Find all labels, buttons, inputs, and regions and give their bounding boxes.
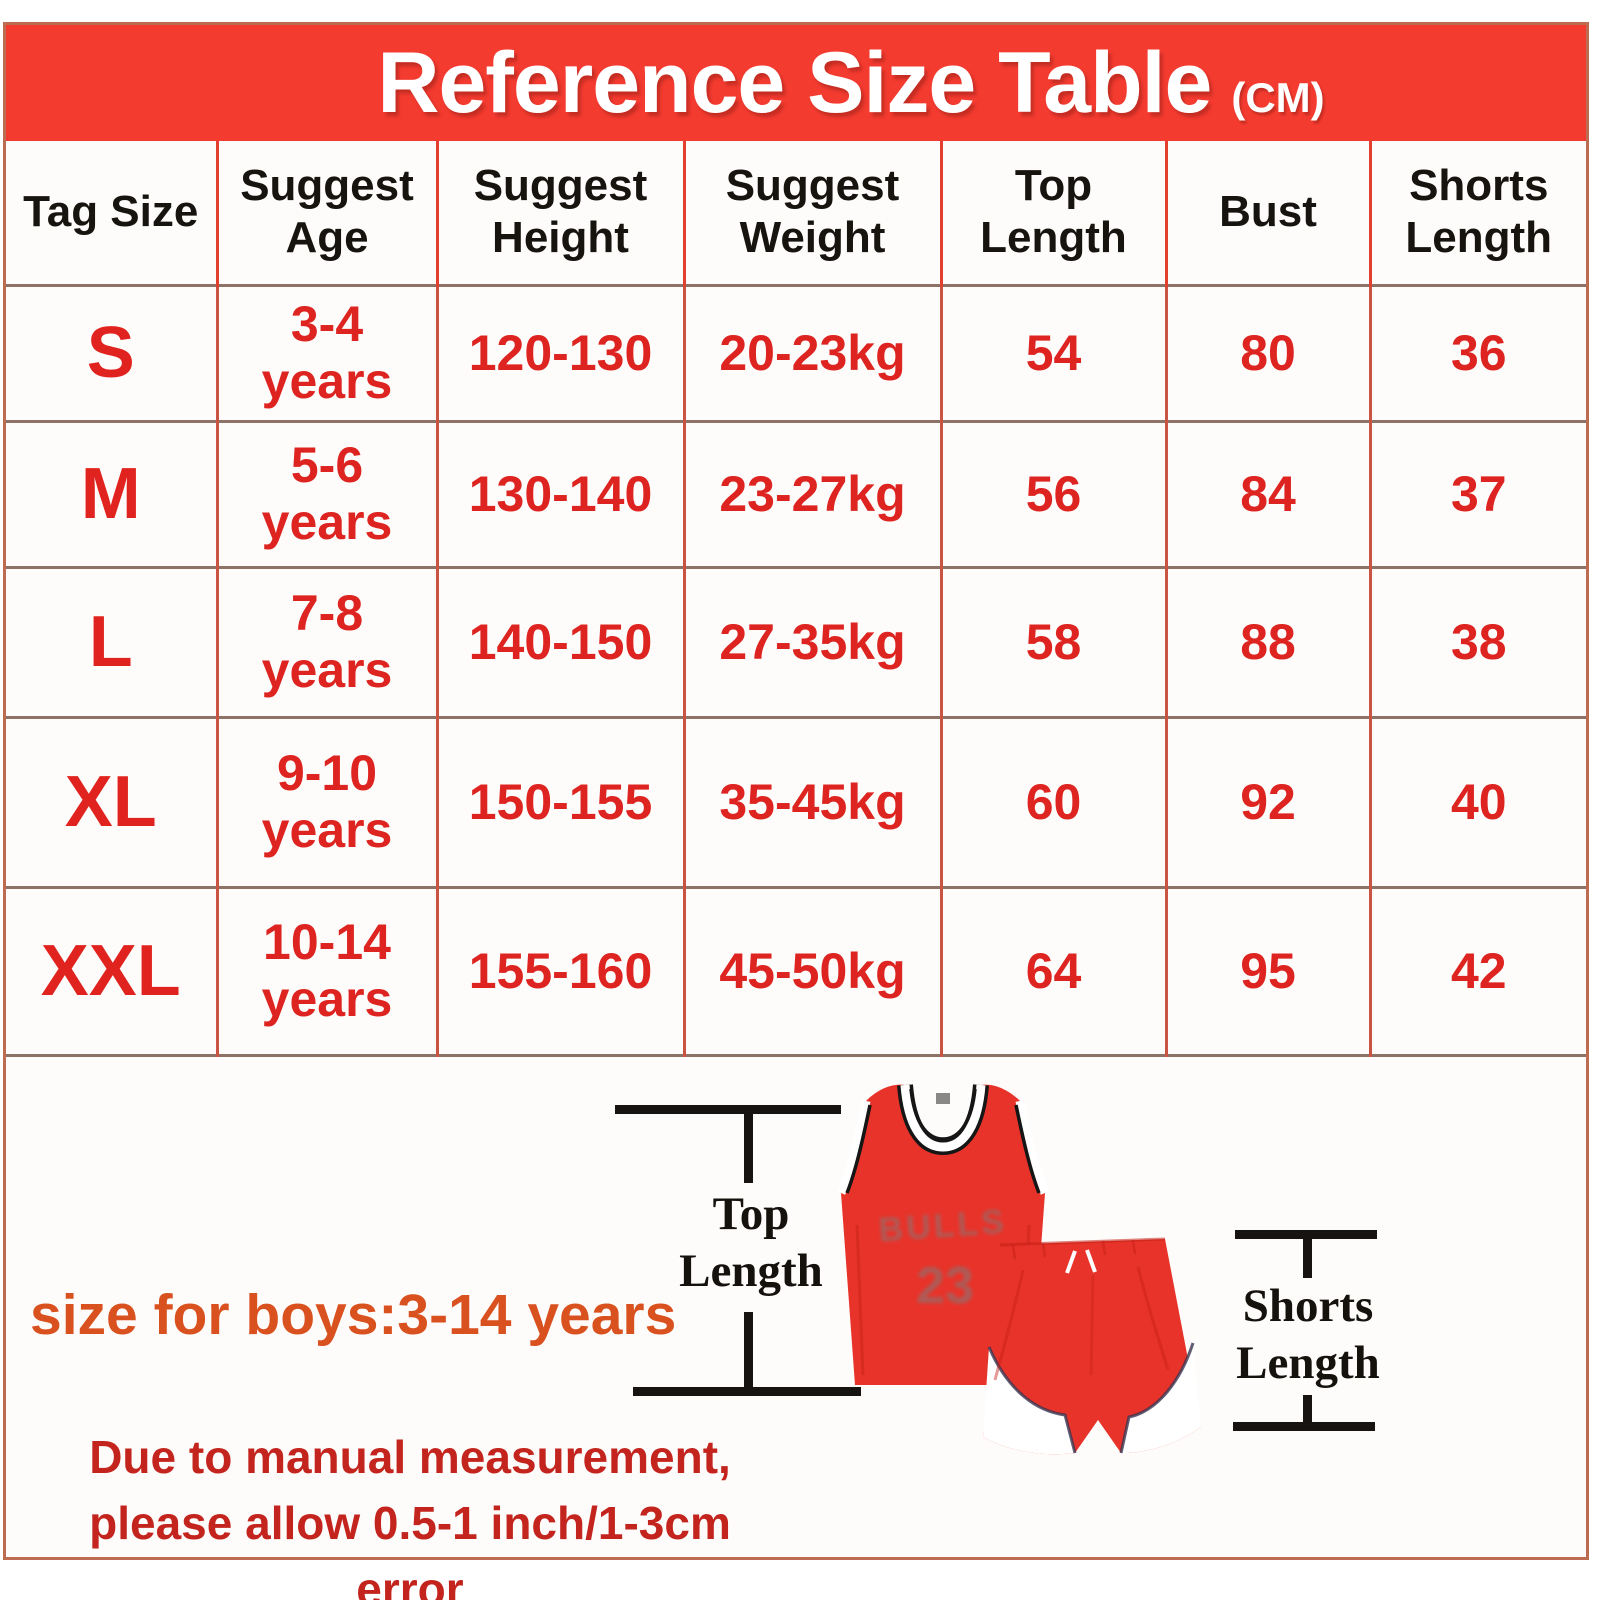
cell-size: L (6, 565, 219, 717)
cell-size: XXL (6, 885, 219, 1055)
header-top-length: Top Length (941, 141, 1168, 285)
cell-top-length: 58 (941, 565, 1168, 717)
top-length-label: Top Length (679, 1188, 823, 1297)
header-suggest-age: Suggest Age (217, 141, 439, 285)
cell-bust: 80 (1166, 283, 1372, 421)
shorts (983, 1237, 1201, 1455)
cell-shorts-length: 38 (1370, 565, 1586, 717)
cell-weight: 27-35kg (684, 565, 943, 717)
header-shorts-length: Shorts Length (1405, 161, 1553, 263)
cell-age: 10-14 years (217, 885, 439, 1055)
size-chart-sheet: Reference Size Table (CM) Tag Size Sugge… (3, 22, 1589, 1560)
jersey-number-text: 23 (916, 1257, 974, 1315)
cell-bust: 88 (1166, 565, 1372, 717)
cell-age: 5-6 years (217, 419, 439, 567)
cell-height: 155-160 (437, 885, 686, 1055)
table-row-s: S 3-4 years 120-130 20-23kg 54 80 36 (6, 283, 1586, 421)
cell-shorts-length: 40 (1370, 715, 1586, 887)
cell-top-length: 64 (941, 885, 1168, 1055)
cell-top-length: 60 (941, 715, 1168, 887)
cell-height: 150-155 (437, 715, 686, 887)
cell-weight: 35-45kg (684, 715, 943, 887)
top-length-measure-line (615, 1105, 861, 1396)
header-suggest-weight: Suggest Weight (684, 141, 943, 285)
cell-size: M (6, 419, 219, 567)
title-group: Reference Size Table (CM) (377, 34, 1324, 133)
cell-top-length: 54 (941, 283, 1168, 421)
cell-weight: 20-23kg (684, 283, 943, 421)
cell-size: XL (6, 715, 219, 887)
cell-shorts-length: 37 (1370, 419, 1586, 567)
header-bust: Bust (1166, 141, 1372, 285)
cell-bust: 84 (1166, 419, 1372, 567)
jersey-team-text: BULLS (877, 1203, 1008, 1250)
title-unit: (CM) (1231, 73, 1325, 121)
disclaimer-line-1: Due to manual measurement, (89, 1431, 731, 1483)
cell-shorts-length: 36 (1370, 283, 1586, 421)
header-tag-size: Tag Size (6, 141, 219, 285)
cell-size: S (6, 283, 219, 421)
cell-age: 9-10 years (217, 715, 439, 887)
cell-height: 140-150 (437, 565, 686, 717)
size-table: Tag Size Suggest Age Suggest Height Sugg… (6, 141, 1586, 1057)
cell-weight: 45-50kg (684, 885, 943, 1055)
cell-weight: 23-27kg (684, 419, 943, 567)
shorts-length-label: Shorts Length (1236, 1280, 1380, 1389)
title-bar: Reference Size Table (CM) (6, 25, 1586, 141)
cell-age: 3-4 years (217, 283, 439, 421)
size-range-note: size for boys:3-14 years (30, 1283, 677, 1347)
cell-bust: 92 (1166, 715, 1372, 887)
jersey-shorts-graphic: BULLS 23 (836, 1084, 1201, 1455)
table-row-l: L 7-8 years 140-150 27-35kg 58 88 38 (6, 565, 1586, 717)
table-header-row: Tag Size Suggest Age Suggest Height Sugg… (6, 141, 1586, 285)
cell-height: 120-130 (437, 283, 686, 421)
measurement-disclaimer: Due to manual measurement, please allow … (40, 1424, 780, 1600)
table-row-m: M 5-6 years 130-140 23-27kg 56 84 37 (6, 419, 1586, 567)
cell-age: 7-8 years (217, 565, 439, 717)
table-row-xl: XL 9-10 years 150-155 35-45kg 60 92 40 (6, 715, 1586, 887)
disclaimer-line-2: please allow 0.5-1 inch/1-3cm error (89, 1497, 731, 1600)
page-title: Reference Size Table (377, 34, 1212, 131)
cell-top-length: 56 (941, 419, 1168, 567)
cell-shorts-length: 42 (1370, 885, 1586, 1055)
shorts-length-measure-line (1233, 1230, 1377, 1431)
cell-height: 130-140 (437, 419, 686, 567)
cell-bust: 95 (1166, 885, 1372, 1055)
table-row-xxl: XXL 10-14 years 155-160 45-50kg 64 95 42 (6, 885, 1586, 1055)
header-suggest-height: Suggest Height (437, 141, 686, 285)
outfit-illustration: BULLS 23 (615, 1084, 1377, 1455)
